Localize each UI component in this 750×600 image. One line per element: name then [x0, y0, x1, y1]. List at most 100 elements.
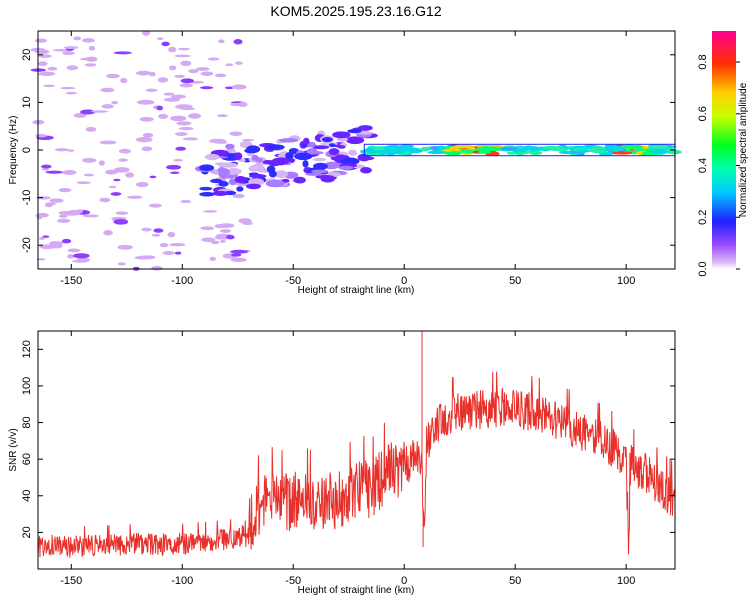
- spectrogram-patch: [100, 87, 115, 93]
- spectrogram-patch: [225, 63, 234, 67]
- spectrogram-patch: [420, 146, 431, 152]
- snr-x-label: Height of straight line (km): [298, 585, 415, 596]
- snr-frame: [37, 330, 676, 570]
- spectrogram-patch: [45, 202, 53, 208]
- spectrogram-patch: [436, 145, 447, 150]
- spectrogram-patch: [49, 198, 64, 203]
- spectrogram-patch: [294, 152, 313, 161]
- spectrogram-y-tick-label: 0: [21, 147, 33, 153]
- spectrogram-patch: [558, 151, 573, 154]
- spectrogram-patch: [142, 30, 150, 36]
- spectrogram-patch: [313, 162, 328, 170]
- spectrogram-patch: [225, 143, 235, 150]
- spectrogram-patch: [108, 185, 117, 189]
- spectrogram-x-tick-label: -50: [285, 275, 301, 287]
- spectrogram-patch: [210, 240, 220, 245]
- spectrogram-y-tick-label: -20: [21, 237, 33, 253]
- spectrogram-patch: [113, 51, 132, 55]
- spectrogram-patch: [158, 113, 169, 119]
- spectrogram-patch: [134, 255, 153, 260]
- spectrogram-patch: [81, 38, 95, 43]
- spectrogram-patch: [47, 66, 58, 71]
- spectrogram-patch: [313, 157, 327, 162]
- spectrogram-patch: [262, 159, 274, 165]
- colorbar-tick-label: 0.6: [697, 106, 709, 121]
- spectrogram-x-tick-label: -100: [171, 275, 193, 287]
- spectrogram-patch: [180, 199, 192, 204]
- spectrogram-patch: [58, 214, 68, 218]
- spectrogram-patch: [118, 148, 131, 154]
- spectrogram-patch: [80, 109, 96, 115]
- spectrogram-patch: [234, 175, 247, 184]
- spectrogram-patch: [76, 181, 92, 185]
- snr-y-tick-label: 20: [21, 526, 33, 538]
- spectrogram-patch: [141, 227, 152, 232]
- snr-x-tick-label: -50: [285, 575, 301, 587]
- spectrogram-patch: [151, 265, 163, 271]
- spectrogram-patch: [135, 70, 152, 76]
- spectrogram-patch: [120, 77, 128, 84]
- spectrogram-patch: [483, 146, 503, 152]
- spectrogram-patch: [60, 86, 76, 90]
- spectrogram-patch: [85, 126, 97, 132]
- spectrogram-patch: [218, 223, 235, 229]
- spectrogram-patch: [61, 238, 72, 244]
- spectrogram-patch: [179, 83, 193, 88]
- spectrogram-patch: [218, 39, 225, 44]
- spectrogram-patch: [180, 107, 196, 111]
- figure-title: KOM5.2025.195.23.16.G12: [270, 3, 441, 19]
- spectrogram-patch: [63, 46, 79, 50]
- spectrogram-patch: [596, 149, 608, 154]
- spectrogram-patch: [136, 99, 155, 105]
- spectrogram-patch: [117, 262, 126, 266]
- spectrogram-patch: [224, 86, 234, 90]
- spectrogram-patch: [210, 178, 223, 184]
- colorbar-gradient: [712, 31, 736, 269]
- spectrogram-patch: [35, 49, 50, 55]
- spectrogram-patch: [195, 67, 210, 71]
- spectrogram-patch: [231, 253, 242, 257]
- spectrogram-patch: [251, 154, 259, 161]
- spectrogram-patch: [173, 159, 183, 162]
- spectrogram-patch: [214, 73, 227, 78]
- spectrogram-patch: [98, 160, 105, 166]
- spectrogram-patch: [212, 190, 229, 196]
- spectrogram-patch: [529, 150, 543, 156]
- spectrogram-x-label: Height of straight line (km): [298, 285, 415, 296]
- spectrogram-patch: [390, 149, 406, 155]
- spectrogram-patch: [360, 167, 372, 174]
- spectrogram-patch: [72, 253, 90, 259]
- spectrogram-patch: [323, 161, 340, 170]
- spectrogram-patch: [336, 137, 348, 142]
- spectrogram-patch: [232, 193, 245, 199]
- colorbar-tick-label: 0.4: [697, 158, 709, 173]
- spectrogram-x-ticks: -150 -100 -50 0 50 100: [60, 31, 635, 287]
- spectrogram-patch: [157, 37, 164, 41]
- spectrogram-patch: [43, 84, 56, 88]
- spectrogram-patch: [279, 138, 299, 143]
- spectrogram-patch: [180, 78, 194, 84]
- snr-y-label: SNR (v/v): [8, 428, 19, 471]
- spectrogram-x-tick-label: -150: [60, 275, 82, 287]
- spectrogram-patch: [506, 151, 518, 155]
- spectrogram-patch: [648, 144, 669, 149]
- spectrogram-patch: [36, 196, 51, 200]
- spectrogram-patch: [66, 65, 79, 71]
- spectrogram-patch: [159, 243, 169, 248]
- spectrogram-patch: [35, 213, 49, 218]
- spectrogram-patch: [135, 136, 153, 143]
- spectrogram-patch: [67, 254, 75, 259]
- spectrogram-patch: [104, 169, 118, 175]
- spectrogram-patch: [265, 179, 286, 188]
- spectrogram-patch: [217, 114, 228, 118]
- spectrogram-patch: [171, 94, 187, 99]
- spectrogram-heatmap: [30, 30, 682, 271]
- spectrogram-patch: [73, 113, 87, 118]
- spectrogram-patch: [453, 144, 474, 149]
- spectrogram-patch: [174, 54, 191, 58]
- spectrogram-patch: [117, 244, 133, 250]
- spectrogram-patch: [229, 131, 243, 136]
- spectrogram-patch: [347, 149, 358, 156]
- spectrogram-patch: [666, 149, 682, 155]
